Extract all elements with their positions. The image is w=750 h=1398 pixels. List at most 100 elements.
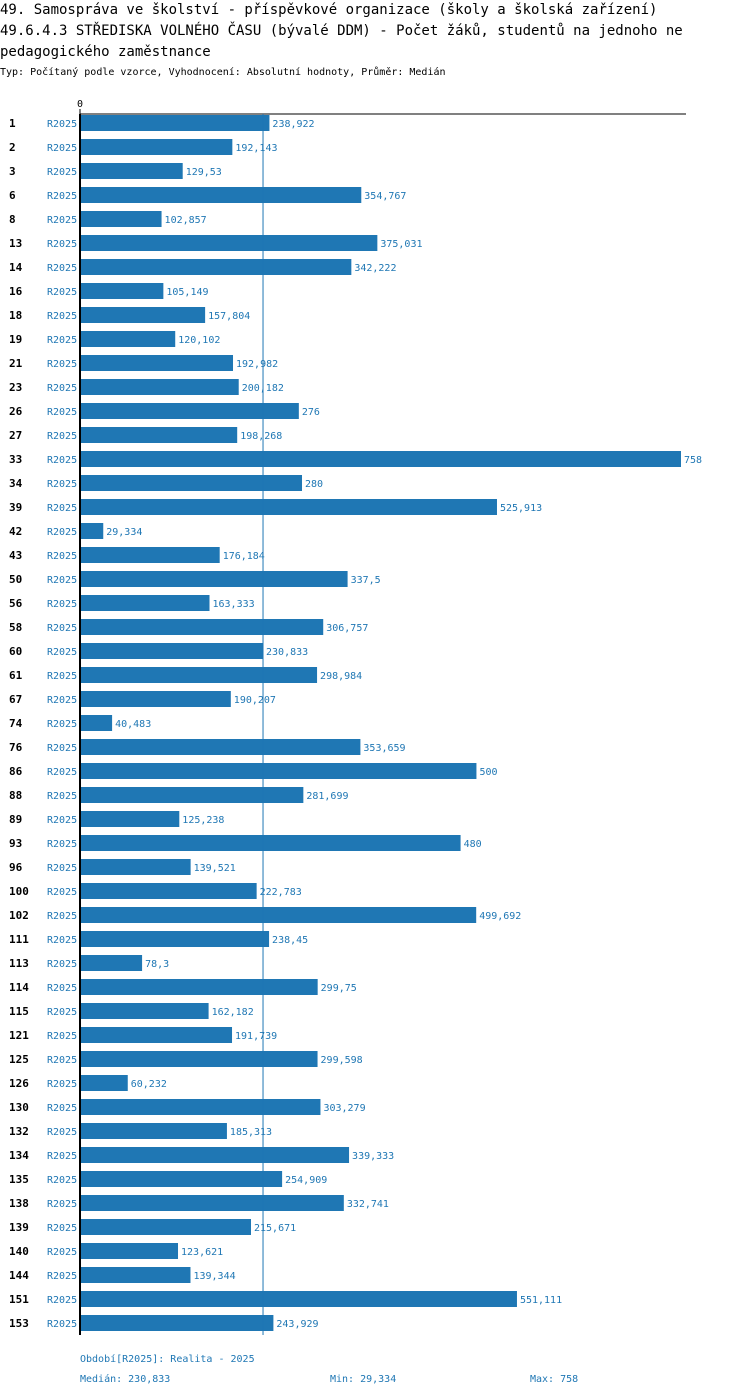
bar — [80, 691, 231, 707]
period-label: R2025 — [47, 311, 77, 322]
bar — [80, 379, 239, 395]
bar — [80, 1027, 233, 1043]
value-label: 78,3 — [145, 959, 169, 970]
period-label: R2025 — [47, 959, 77, 970]
period-label: R2025 — [47, 1103, 77, 1114]
period-label: R2025 — [47, 1295, 77, 1306]
value-label: 123,621 — [181, 1247, 223, 1258]
bar — [80, 499, 497, 515]
value-label: 480 — [464, 839, 482, 850]
chart-title-line-2: 49.6.4.3 STŘEDISKA VOLNÉHO ČASU (bývalé … — [0, 23, 683, 39]
bar — [80, 211, 162, 227]
value-label: 342,222 — [354, 263, 396, 274]
row-label: 130 — [9, 1101, 29, 1114]
value-label: 162,182 — [212, 1007, 254, 1018]
bar — [80, 787, 304, 803]
period-label: R2025 — [47, 143, 77, 154]
value-label: 243,929 — [276, 1319, 318, 1330]
value-label: 375,031 — [380, 239, 422, 250]
row-label: 111 — [9, 933, 29, 946]
row-label: 140 — [9, 1245, 29, 1258]
bar — [80, 859, 191, 875]
row-label: 134 — [9, 1149, 29, 1162]
bar — [80, 1195, 344, 1211]
period-label: R2025 — [47, 1079, 77, 1090]
row-label: 102 — [9, 909, 29, 922]
bar — [80, 643, 264, 659]
bar — [80, 715, 113, 731]
value-label: 353,659 — [363, 743, 405, 754]
bar — [80, 907, 477, 923]
value-label: 190,207 — [234, 695, 276, 706]
period-label: R2025 — [47, 1007, 77, 1018]
value-label: 192,143 — [235, 143, 277, 154]
value-label: 125,238 — [182, 815, 224, 826]
row-label: 33 — [9, 453, 22, 466]
bar — [80, 1003, 209, 1019]
row-label: 42 — [9, 525, 22, 538]
period-label: R2025 — [47, 839, 77, 850]
value-label: 758 — [684, 455, 702, 466]
bar — [80, 595, 210, 611]
row-label: 27 — [9, 429, 22, 442]
value-label: 299,598 — [321, 1055, 363, 1066]
row-label: 74 — [9, 717, 23, 730]
row-label: 1 — [9, 117, 16, 130]
value-label: 299,75 — [321, 983, 357, 994]
period-label: R2025 — [47, 551, 77, 562]
row-label: 151 — [9, 1293, 29, 1306]
period-label: R2025 — [47, 623, 77, 634]
bar — [80, 163, 183, 179]
value-label: 40,483 — [115, 719, 151, 730]
period-label: R2025 — [47, 119, 77, 130]
period-label: R2025 — [47, 1247, 77, 1258]
bar — [80, 1123, 227, 1139]
bar — [80, 1267, 191, 1283]
row-label: 153 — [9, 1317, 29, 1330]
value-label: 222,783 — [260, 887, 302, 898]
row-label: 2 — [9, 141, 16, 154]
period-label: R2025 — [47, 1175, 77, 1186]
row-label: 23 — [9, 381, 22, 394]
bar — [80, 811, 180, 827]
bar — [80, 547, 220, 563]
row-label: 14 — [9, 261, 23, 274]
chart-subtitle: Typ: Počítaný podle vzorce, Vyhodnocení:… — [0, 67, 446, 78]
period-label: R2025 — [47, 767, 77, 778]
value-label: 105,149 — [166, 287, 208, 298]
period-label: R2025 — [47, 1031, 77, 1042]
period-label: R2025 — [47, 647, 77, 658]
row-label: 93 — [9, 837, 22, 850]
value-label: 129,53 — [186, 167, 222, 178]
row-label: 89 — [9, 813, 22, 826]
value-label: 280 — [305, 479, 323, 490]
bar — [80, 1099, 321, 1115]
row-label: 21 — [9, 357, 23, 370]
bar — [80, 1171, 283, 1187]
row-label: 135 — [9, 1173, 29, 1186]
period-label: R2025 — [47, 503, 77, 514]
row-label: 115 — [9, 1005, 29, 1018]
period-label: R2025 — [47, 743, 77, 754]
period-label: R2025 — [47, 1271, 77, 1282]
value-label: 120,102 — [178, 335, 220, 346]
bar — [80, 235, 378, 251]
bar — [80, 931, 270, 947]
bar — [80, 523, 104, 539]
row-label: 100 — [9, 885, 29, 898]
row-label: 34 — [9, 477, 23, 490]
bar — [80, 355, 234, 371]
value-label: 215,671 — [254, 1223, 296, 1234]
bar — [80, 883, 257, 899]
bar — [80, 619, 324, 635]
bar — [80, 739, 361, 755]
row-label: 58 — [9, 621, 22, 634]
bar — [80, 283, 164, 299]
value-label: 306,757 — [326, 623, 368, 634]
row-label: 26 — [9, 405, 23, 418]
bar — [80, 475, 303, 491]
value-label: 298,984 — [320, 671, 362, 682]
row-label: 138 — [9, 1197, 29, 1210]
bar — [80, 1147, 350, 1163]
